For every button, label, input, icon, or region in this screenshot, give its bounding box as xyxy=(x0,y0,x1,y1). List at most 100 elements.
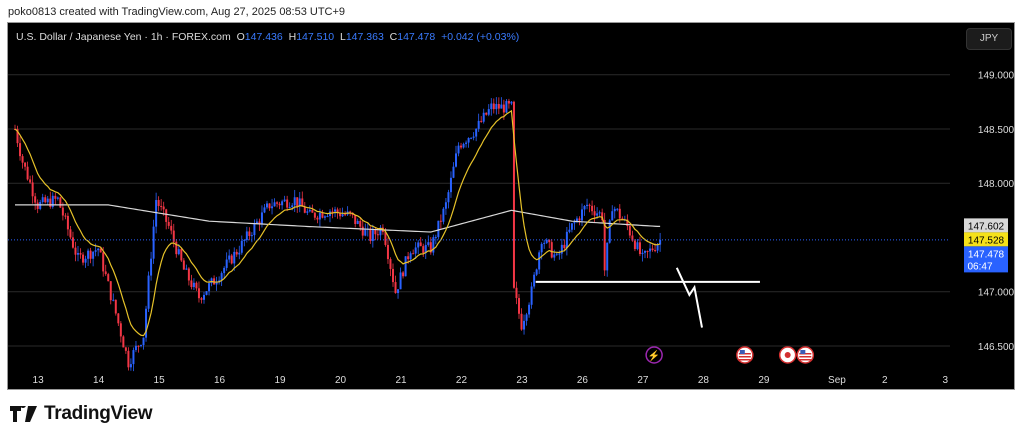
close-label: C xyxy=(389,31,398,43)
candle-body xyxy=(49,198,52,207)
flag-stripe xyxy=(738,359,751,361)
candle-body xyxy=(61,207,64,216)
candle-body xyxy=(36,202,39,209)
candle-body xyxy=(316,217,319,220)
candle-body xyxy=(313,212,316,218)
x-tick-label: 16 xyxy=(214,375,226,386)
y-tick-label: 147.000 xyxy=(978,288,1015,299)
candle-body xyxy=(512,101,515,288)
flag-canton xyxy=(739,350,745,354)
candle-body xyxy=(457,145,460,154)
candle-body xyxy=(354,215,357,224)
x-tick-label: 3 xyxy=(943,375,949,386)
candle-body xyxy=(472,136,475,138)
candle-body xyxy=(427,242,430,245)
candle-body xyxy=(157,200,160,206)
candle-body xyxy=(64,215,67,217)
candle-body xyxy=(606,242,609,271)
candle-body xyxy=(392,268,394,283)
candle-body xyxy=(137,345,140,347)
candle-body xyxy=(190,280,193,288)
candle-body xyxy=(349,211,352,213)
candle-body xyxy=(656,244,659,251)
candle-body xyxy=(603,220,606,271)
candle-body xyxy=(633,240,636,250)
candle-body xyxy=(46,198,49,203)
us-flag-event-icon xyxy=(736,346,754,364)
candle-body xyxy=(628,226,631,236)
flag-stripe xyxy=(799,359,812,361)
tradingview-logo[interactable]: TradingView xyxy=(10,403,153,425)
candle-body xyxy=(69,229,72,238)
candle-body xyxy=(407,256,410,260)
currency-button[interactable]: JPY xyxy=(966,28,1012,50)
candle-body xyxy=(132,350,135,365)
candle-body xyxy=(56,197,59,199)
candle-body xyxy=(150,258,153,276)
candle-body xyxy=(434,237,437,239)
candle-body xyxy=(439,220,442,222)
candle-body xyxy=(77,253,79,255)
candle-body xyxy=(482,112,485,122)
chart-frame[interactable]: 149.000 148.500 148.000 147.000 146.500 13 14 1… xyxy=(7,22,1015,390)
low-label: L xyxy=(340,31,346,43)
candle-body xyxy=(74,247,77,255)
candle-body xyxy=(152,226,155,259)
candle-body xyxy=(356,220,359,224)
candle-body xyxy=(455,153,457,167)
candle-body xyxy=(19,143,22,157)
candle-body xyxy=(215,282,218,285)
zigzag-arrow-drawing xyxy=(675,267,703,328)
candle-body xyxy=(376,234,379,236)
candle-body xyxy=(102,252,105,272)
candle-body xyxy=(636,242,639,250)
candle-body xyxy=(230,255,233,264)
close-value: 147.478 xyxy=(397,31,436,43)
candle-body xyxy=(177,249,180,255)
candle-body xyxy=(437,220,440,238)
candle-body xyxy=(644,250,646,253)
candle-body xyxy=(167,221,170,226)
candle-body xyxy=(122,336,125,348)
y-tick-label: 146.500 xyxy=(978,342,1015,353)
chart-canvas[interactable]: 149.000 148.500 148.000 147.000 146.500 13 14 1… xyxy=(8,23,1016,391)
candle-body xyxy=(422,246,425,254)
change-value: +0.042 (+0.03%) xyxy=(441,31,520,43)
x-tick-label: 23 xyxy=(516,375,528,386)
us-flag-event-icon xyxy=(796,346,815,364)
candle-body xyxy=(553,254,556,258)
candle-body xyxy=(570,223,573,230)
ma-slow-price-label: 147.602 xyxy=(968,221,1005,232)
candle-body xyxy=(533,274,536,287)
candle-body xyxy=(107,274,110,282)
candle-body xyxy=(583,206,586,210)
candle-body xyxy=(530,286,533,305)
candle-body xyxy=(336,209,339,213)
candle-body xyxy=(560,244,563,254)
last-price-label: 147.478 xyxy=(968,249,1005,260)
candle-body xyxy=(404,256,407,277)
candle-body xyxy=(573,221,576,224)
candle-body xyxy=(245,231,248,240)
candle-body xyxy=(399,272,402,290)
candle-body xyxy=(397,289,400,294)
candle-body xyxy=(220,273,223,281)
candle-body xyxy=(29,179,32,183)
candle-body xyxy=(192,282,195,288)
candle-body xyxy=(187,268,190,281)
candle-body xyxy=(155,200,158,227)
candle-body xyxy=(507,100,510,104)
candle-body xyxy=(225,259,228,268)
candle-body xyxy=(271,206,274,209)
candle-body xyxy=(114,299,117,314)
symbol-title[interactable]: U.S. Dollar / Japanese Yen · 1h · FOREX.… xyxy=(16,31,231,43)
candle-body xyxy=(558,253,561,255)
candle-body xyxy=(197,288,200,299)
y-tick-label: 148.000 xyxy=(978,179,1015,190)
candle-body xyxy=(543,242,546,244)
candle-body xyxy=(293,197,296,206)
candle-body xyxy=(210,278,213,284)
candle-body xyxy=(409,253,412,260)
candle-body xyxy=(162,206,165,210)
candle-body xyxy=(598,212,601,214)
